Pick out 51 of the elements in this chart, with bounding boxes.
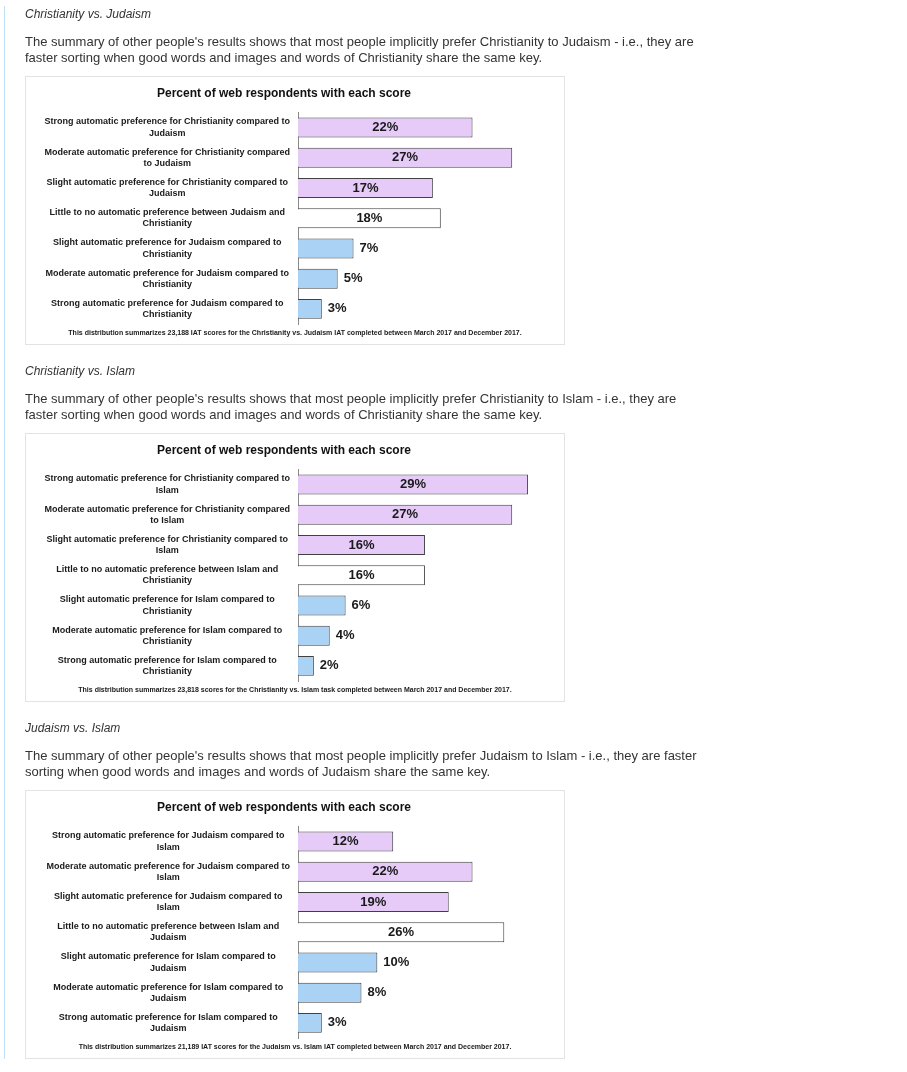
- data-label: 17%: [352, 179, 379, 195]
- chart-subtitle: The summary of other people's results shows that most people implicitly prefer Christianity to Islam - i.e., they are faster sorting when good words and images and words of Christianity share the same key.: [25, 391, 678, 423]
- data-label: 3%: [327, 1014, 348, 1030]
- data-label: 29%: [400, 476, 427, 492]
- text: Percent of web respondents with each score: [156, 85, 412, 100]
- y-tick-label: Moderate automatic preference for Christianity compared to Judaism: [44, 146, 290, 168]
- y-tick-label: Moderate automatic preference for Christianity compared to Islam: [44, 503, 290, 525]
- data-label: 19%: [360, 893, 387, 909]
- data-label: 6%: [351, 597, 371, 613]
- data-label: 27%: [392, 506, 419, 522]
- data-label: 16%: [348, 536, 375, 552]
- data-label: 22%: [372, 863, 399, 879]
- text: Percent of web respondents with each score: [156, 799, 412, 814]
- data-label: 16%: [348, 566, 375, 582]
- data-label: 22%: [372, 119, 399, 135]
- y-tick-label: Moderate automatic preference for Judaism compared to Islam: [46, 860, 291, 882]
- chart-subtitle: The summary of other people's results shows that most people implicitly prefer Christianity to Judaism - i.e., they are faster sorting when good words and images and words of Christianity share the same key.: [25, 34, 695, 66]
- data-label: 10%: [383, 954, 410, 970]
- data-label: 18%: [356, 209, 383, 225]
- y-tick-label: Strong automatic preference for Christianity compared to Judaism: [44, 116, 291, 138]
- y-tick-label: Moderate automatic preference for Islam compared to Christianity: [52, 624, 283, 646]
- data-label: 27%: [392, 149, 419, 165]
- y-tick-label: Strong automatic preference for Judaism compared to Islam: [51, 830, 285, 852]
- data-label: 4%: [335, 627, 355, 643]
- y-tick-label: Strong automatic preference for Christianity compared to Islam: [44, 473, 291, 495]
- text: Percent of web respondents with each score: [156, 442, 412, 457]
- chart-subtitle: The summary of other people's results shows that most people implicitly prefer Judaism to Islam - i.e., they are faster sorting when good words and images and words of Judaism share the same key.: [25, 748, 698, 780]
- text: Christianity vs. Judaism: [25, 6, 153, 22]
- y-tick-label: Moderate automatic preference for Islam compared to Judaism: [53, 981, 284, 1003]
- y-tick-label: Slight automatic preference for Islam compared to Judaism: [60, 951, 277, 973]
- data-label: 2%: [319, 657, 340, 673]
- data-label: 12%: [332, 833, 360, 849]
- y-tick-label: Slight automatic preference for Judaism compared to Islam: [53, 890, 283, 913]
- y-tick-label: Little to no automatic preference between Judaism and Christianity: [49, 207, 285, 229]
- y-tick-label: Strong automatic preference for Islam compared to Christianity: [57, 654, 278, 676]
- y-tick-label: Strong automatic preference for Islam compared to Judaism: [58, 1011, 279, 1033]
- y-tick-label: Slight automatic preference for Christianity compared to Judaism: [46, 176, 289, 199]
- text: Christianity vs. Islam: [25, 363, 137, 379]
- y-tick-label: Slight automatic preference for Judaism compared to Christianity: [52, 237, 282, 259]
- data-label: 5%: [343, 270, 363, 286]
- y-tick-label: Strong automatic preference for Judaism compared to Christianity: [50, 297, 284, 319]
- y-tick-label: Slight automatic preference for Christianity compared to Islam: [46, 533, 289, 556]
- data-label: 7%: [359, 240, 379, 256]
- data-label: 8%: [367, 984, 387, 1000]
- text: Judaism vs. Islam: [25, 720, 122, 736]
- y-tick-label: Slight automatic preference for Islam compared to Christianity: [59, 594, 276, 616]
- y-tick-label: Moderate automatic preference for Judaism compared to Christianity: [45, 267, 290, 289]
- data-label: 26%: [388, 923, 415, 939]
- y-tick-label: Little to no automatic preference between Islam and Judaism: [57, 921, 280, 943]
- y-tick-label: Little to no automatic preference between Islam and Christianity: [56, 564, 279, 586]
- data-label: 3%: [327, 300, 348, 316]
